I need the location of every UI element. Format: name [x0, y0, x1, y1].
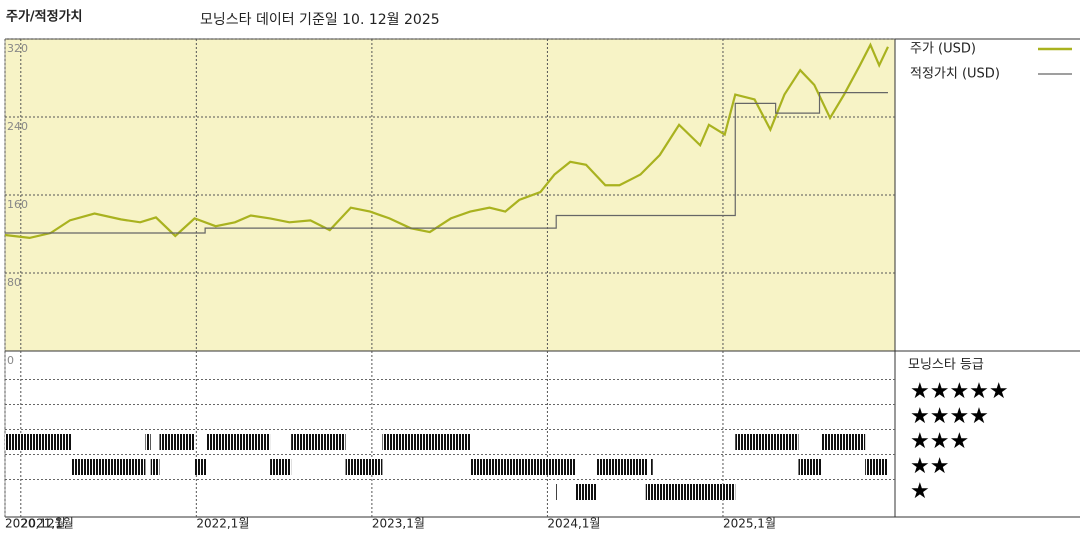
y-tick-label: 320 [7, 42, 28, 55]
series-line [4, 42, 889, 240]
rating-label: ★★★★ [910, 404, 989, 429]
chart-subtitle: 모닝스타 데이터 기준일 10. 12월 2025 [200, 12, 440, 28]
x-tick-label: 2020,12월 [5, 517, 66, 531]
rating-title: 모닝스타 등급 [908, 358, 984, 373]
y-tick-label: 160 [7, 198, 28, 211]
rating-period [5, 434, 72, 450]
series-line [5, 92, 888, 234]
rating-period [194, 459, 207, 475]
x-tick-label: 2024,1월 [547, 517, 600, 531]
rating-label: ★★ [910, 454, 949, 479]
rating-period [556, 484, 558, 500]
chart-title: 주가/적정가치 [6, 9, 83, 25]
rating-period [345, 459, 383, 475]
rating-period [270, 459, 292, 475]
rating-period [575, 484, 597, 500]
y-tick-label: 80 [7, 276, 21, 289]
rating-period [865, 459, 888, 475]
rating-period [470, 459, 576, 475]
rating-period [650, 459, 653, 475]
rating-label: ★★★★★ [910, 379, 1009, 404]
y-tick-label: 240 [7, 120, 28, 133]
rating-period [645, 484, 736, 500]
rating-period [206, 434, 271, 450]
x-tick-label: 2025,1월 [723, 517, 776, 531]
rating-period [291, 434, 346, 450]
rating-period [798, 459, 822, 475]
rating-period [382, 434, 471, 450]
rating-period [735, 434, 799, 450]
rating-period [150, 459, 160, 475]
y-tick-label: 0 [7, 354, 14, 367]
x-tick-label: 2023,1월 [372, 517, 425, 531]
rating-period [159, 434, 195, 450]
x-tick-label: 2022,1월 [196, 517, 249, 531]
rating-label: ★ [910, 479, 930, 504]
rating-period [821, 434, 866, 450]
rating-period [596, 459, 648, 475]
x-tick-label: 2021,1월 [21, 517, 74, 531]
rating-label: ★★★ [910, 429, 969, 454]
rating-period [71, 459, 146, 475]
legend-label: 주가 (USD) [910, 42, 976, 57]
legend-label: 적정가치 (USD) [910, 67, 1000, 82]
rating-period [145, 434, 151, 450]
